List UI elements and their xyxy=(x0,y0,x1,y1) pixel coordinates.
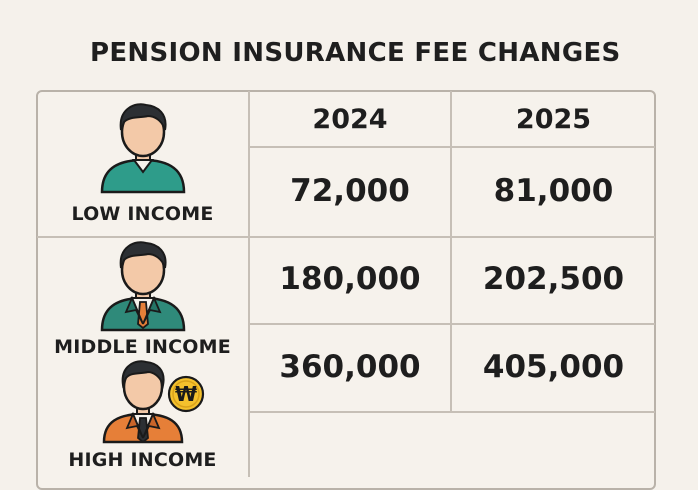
low-row-divider xyxy=(37,236,655,238)
low-income-2024-value: 72,000 xyxy=(290,173,410,209)
high-income-label: HIGH INCOME xyxy=(68,449,217,471)
year-column-divider xyxy=(450,91,452,413)
low-income-person-icon xyxy=(100,103,186,194)
middle-income-2024-value: 180,000 xyxy=(279,261,421,297)
high-income-2025-value: 405,000 xyxy=(482,349,625,385)
label-column-divider-lower xyxy=(248,237,250,477)
header-row-divider xyxy=(249,146,655,148)
middle-income-label: MIDDLE INCOME xyxy=(54,336,231,358)
middle-income-2025-value: 202,500 xyxy=(482,261,625,297)
high-income-person-icon xyxy=(102,360,184,444)
won-coin-icon: ₩ xyxy=(167,375,205,413)
won-symbol: ₩ xyxy=(175,382,197,406)
column-header-2025: 2025 xyxy=(515,104,592,135)
high-income-2024-value: 360,000 xyxy=(279,349,421,385)
label-column-divider xyxy=(248,91,250,237)
middle-row-divider xyxy=(249,323,655,325)
low-income-label: LOW INCOME xyxy=(71,203,214,225)
column-header-2024: 2024 xyxy=(312,104,388,135)
page-title: PENSION INSURANCE FEE CHANGES xyxy=(90,38,621,68)
middle-income-person-icon xyxy=(100,241,186,332)
high-row-divider xyxy=(249,411,655,413)
low-income-2025-value: 81,000 xyxy=(493,173,614,209)
